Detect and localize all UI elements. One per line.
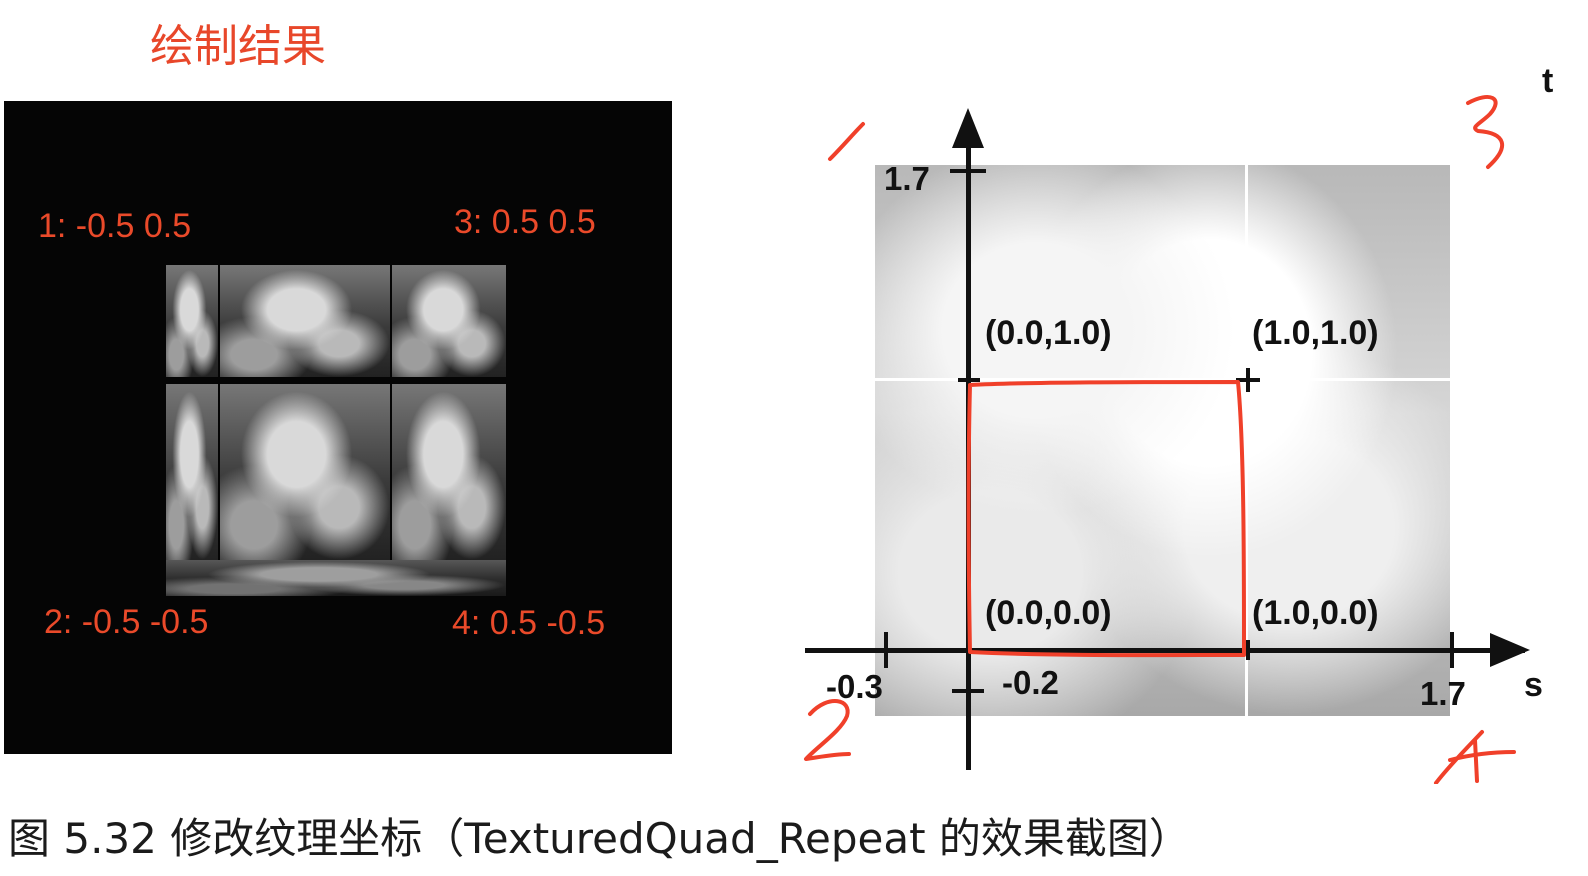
render-result-panel: 1: -0.5 0.5 3: 0.5 0.5 2: -0.5 -0.5 4: 0… [4,101,672,754]
t-max-label: 1.7 [884,160,930,197]
s-axis-label: s [1524,666,1543,704]
handwritten-corner-4 [1434,730,1516,784]
render-corner-label-1: 1: -0.5 0.5 [38,207,192,245]
s-max-label: 1.7 [1420,675,1466,712]
render-texture-middle [220,384,390,560]
t-axis-label: t [1542,62,1554,100]
render-texture-middle-right [392,384,506,560]
diagram-overlay [804,94,1530,784]
point-label-1-1: (1.0,1.0) [1252,314,1379,352]
render-corner-label-3: 3: 0.5 0.5 [454,203,596,241]
render-corner-label-4: 4: 0.5 -0.5 [452,604,606,642]
render-texture-middle-left [166,384,218,560]
point-label-0-1: (0.0,1.0) [985,314,1112,352]
point-label-0-0: (0.0,0.0) [985,594,1112,632]
handwritten-corner-1 [828,122,865,161]
render-texture-top-left [166,265,218,377]
render-texture-bottom-strip [166,560,506,596]
s-axis-arrow [1490,633,1530,667]
texture-coordinate-diagram: 1.7 -0.3 -0.2 1.7 (0.0,1.0) (1.0,1.0) (0… [800,62,1580,784]
handwritten-corner-2 [804,699,851,761]
texture-vertical-seam [1245,165,1248,716]
figure-caption: 图 5.32 修改纹理坐标（TexturedQuad_Repeat 的效果截图） [8,814,1191,863]
point-label-1-0: (1.0,0.0) [1252,594,1379,632]
highlighted-texture-square [966,380,1246,658]
s-axis [805,648,1525,653]
t-axis-arrow [952,108,984,148]
render-texture-top-right [392,265,506,377]
handwritten-corner-3 [1466,94,1505,169]
t-min-label: -0.2 [1002,664,1059,701]
texture-horizontal-seam [875,378,1450,381]
page-title: 绘制结果 [150,21,326,72]
render-texture-top-middle [220,265,390,377]
render-corner-label-2: 2: -0.5 -0.5 [44,603,209,641]
s-min-label: -0.3 [826,668,883,705]
